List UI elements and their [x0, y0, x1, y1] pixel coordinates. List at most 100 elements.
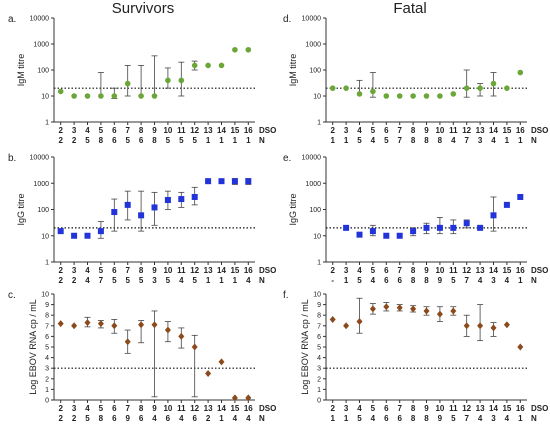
panel-f-n-value: 1 [518, 414, 523, 423]
panel-f-point [517, 343, 524, 351]
panel-a-point [98, 93, 104, 99]
panel-e-dso-value: 4 [357, 266, 362, 275]
panel-b-point [205, 178, 212, 185]
panel-e-n-value: 1 [344, 276, 349, 285]
panel-f-point [450, 307, 457, 315]
panel-a-point [165, 77, 171, 84]
panel-c-dso-value: 16 [244, 404, 253, 413]
panel-b-point [231, 178, 238, 185]
panel-f-n-value: 6 [384, 414, 389, 423]
panel-a-letter: a. [8, 14, 16, 25]
panel-e-n-value: 3 [491, 276, 496, 285]
panel-b-letter: b. [8, 153, 16, 164]
panel-d-point [343, 85, 349, 91]
panel-f-dso-value: 15 [502, 404, 511, 413]
panel-f-point [356, 318, 363, 326]
panel-c-point [71, 322, 78, 330]
panel-e-point [396, 232, 403, 239]
panel-a-n-value: 1 [219, 136, 224, 145]
panel-c-dso-value: 15 [230, 404, 239, 413]
panel-f-y-tick-label: 9 [317, 302, 321, 309]
panel-f-n-value: 6 [397, 414, 402, 423]
panel-a-point [84, 93, 91, 99]
panel-c-y-tick-label: 10 [41, 292, 49, 299]
panel-b-dso-value: 11 [177, 266, 186, 275]
panel-e-dso-value: 5 [371, 266, 376, 275]
panel-d-y-label: IgM titre [288, 54, 298, 87]
panel-f-y-tick-label: 6 [317, 334, 321, 341]
panel-a-point [138, 93, 144, 99]
panel-d-n-value: 3 [478, 136, 483, 145]
panel-e-n-value: 9 [438, 276, 443, 285]
panel-c-n-value: 2 [206, 414, 211, 423]
panel-a-dso-value: 13 [204, 126, 213, 135]
panel-d-dso-value: 15 [502, 126, 511, 135]
panel-b-point [191, 193, 198, 200]
panel-f-n-value: 1 [344, 414, 349, 423]
panel-a-n-value: 6 [139, 136, 144, 145]
panel-d-y-tick-label: 100 [309, 68, 321, 75]
panel-e-y-tick-label: 10000 [302, 155, 322, 162]
panel-c-n-label: N [259, 414, 265, 423]
panel-b-dso-value: 9 [152, 266, 157, 275]
panel-f-y-label: Log EBOV RNA cp / mL [300, 299, 310, 395]
panel-b-n-value: 4 [179, 276, 184, 285]
panel-e-dso-value: 7 [397, 266, 402, 275]
panel-d-point [370, 88, 376, 95]
panel-e-point [490, 212, 497, 219]
panel-e-n-value: - [331, 276, 334, 285]
panel-e-n-value: 4 [505, 276, 510, 285]
panel-b-dso-value: 12 [190, 266, 199, 275]
panel-f-dso-value: 9 [424, 404, 429, 413]
panel-e-point [410, 228, 417, 235]
panel-f-y-tick-label: 10 [313, 292, 321, 299]
panel-e-n-value: 8 [424, 276, 429, 285]
panel-c-y-tick-label: 0 [45, 398, 49, 405]
panel-a-point [124, 80, 131, 87]
panel-f-dso-value: 13 [476, 404, 485, 413]
panel-b-point [84, 232, 91, 239]
panel-d-point [450, 91, 457, 97]
panel-d-dso-value: 6 [384, 126, 389, 135]
panel-c-point [231, 394, 238, 402]
survivors-title: Survivors [112, 0, 175, 17]
panel-b-y-tick-label: 100 [37, 207, 49, 214]
panel-f-point [410, 305, 417, 313]
panel-d-point [329, 85, 336, 91]
panel-b-y-label: IgG titre [16, 193, 26, 225]
panel-b-point [57, 228, 64, 235]
panel-c-dso-value: 14 [217, 404, 226, 413]
panel-a-point [245, 46, 252, 53]
panel-e-dso-value: 13 [476, 266, 485, 275]
panel-a-n-label: N [259, 136, 265, 145]
panel-c-dso-value: 6 [112, 404, 117, 413]
panel-f-y-tick-label: 4 [317, 355, 321, 362]
panel-a-point [57, 88, 64, 95]
panel-c-n-value: 6 [112, 414, 117, 423]
panel-c-dso-value: 13 [204, 404, 213, 413]
panel-b-dso-value: 7 [125, 266, 130, 275]
panel-a-dso-value: 5 [99, 126, 104, 135]
panel-c-n-value: 4 [246, 414, 251, 423]
panel-f-point [383, 303, 390, 311]
panel-e-n-value: 4 [371, 276, 376, 285]
panel-e-point [503, 201, 510, 208]
panel-d-n-value: 7 [464, 136, 469, 145]
panel-f-n-value: 3 [491, 414, 496, 423]
panel-e-dso-value: 3 [344, 266, 349, 275]
panel-d-n-value: 8 [438, 136, 443, 145]
panel-b-point [151, 204, 158, 211]
panel-e-n-value: 7 [464, 276, 469, 285]
panel-c-point [84, 319, 91, 327]
panel-b-point [97, 228, 104, 235]
panel-b-y-tick-label: 1000 [33, 181, 49, 188]
panel-b-point [71, 232, 78, 239]
panel-c-point [111, 322, 118, 330]
panel-d-n-value: 1 [518, 136, 523, 145]
panel-a-dso-label: DSO [259, 126, 276, 135]
panel-c-n-value: 2 [72, 414, 77, 423]
panel-d-point [356, 91, 363, 97]
panel-c-n-value: 5 [85, 414, 90, 423]
panel-a-n-value: 8 [99, 136, 104, 145]
panel-c-dso-value: 10 [163, 404, 172, 413]
